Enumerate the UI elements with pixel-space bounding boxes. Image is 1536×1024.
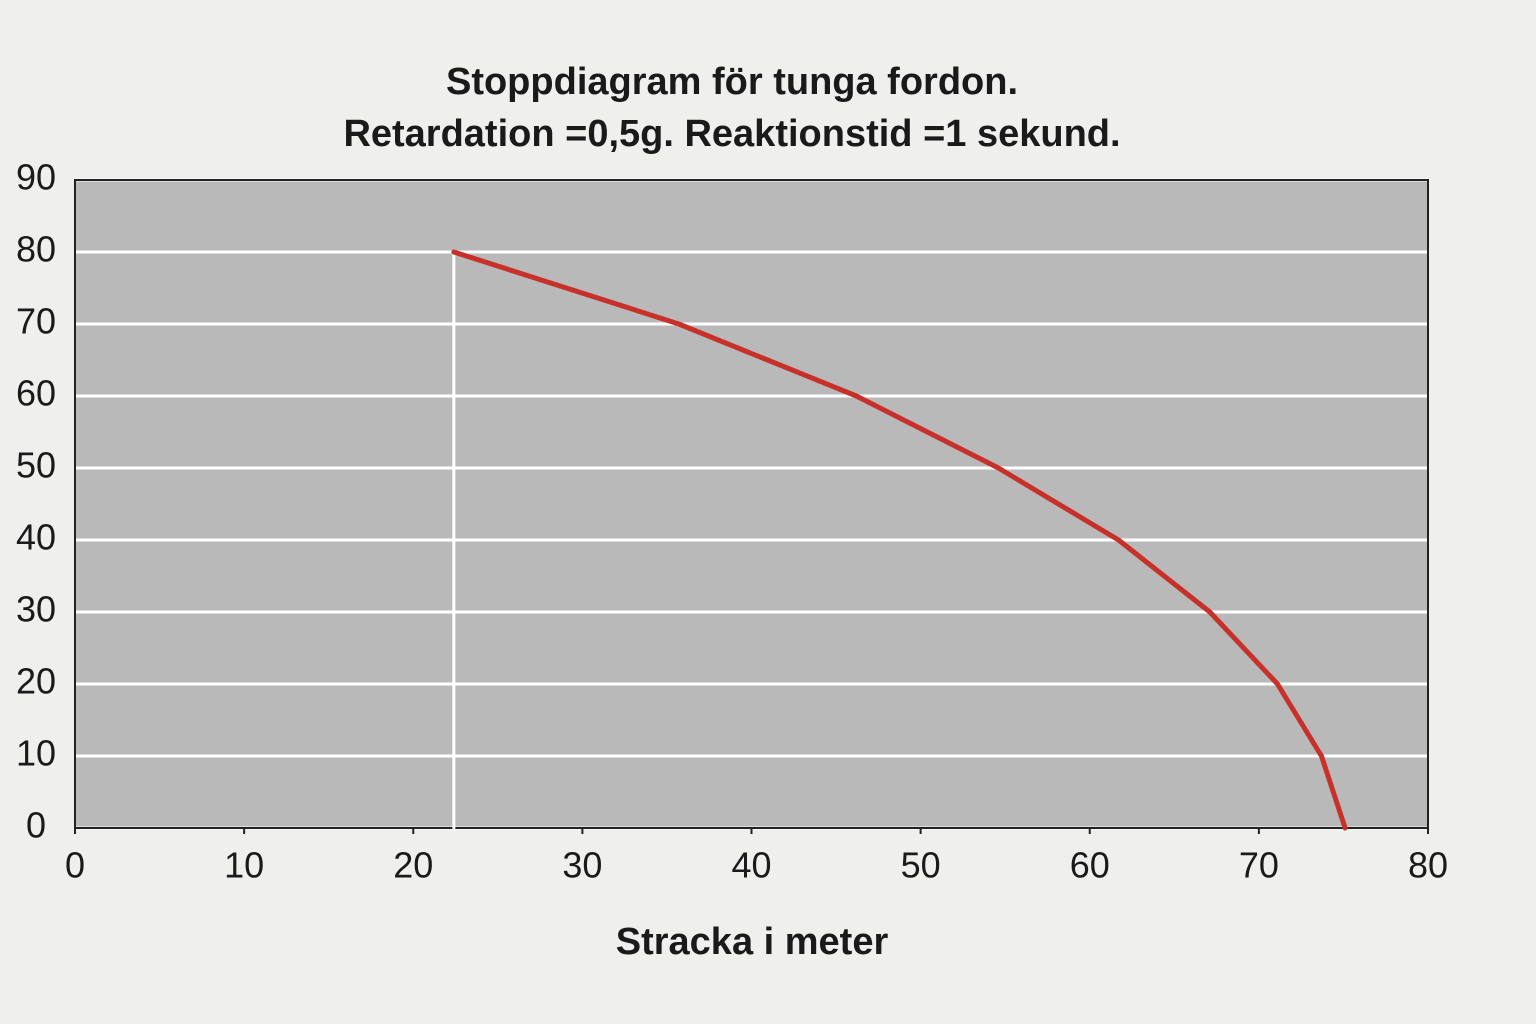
y-tick-label: 50 (16, 445, 56, 486)
x-axis-label: Stracka i meter (616, 921, 889, 963)
y-tick-label: 80 (16, 229, 56, 270)
x-tick-label: 70 (1239, 845, 1279, 886)
y-tick-label: 30 (16, 589, 56, 630)
y-tick-label: 70 (16, 301, 56, 342)
x-tick-label: 50 (901, 845, 941, 886)
y-tick-label: 60 (16, 373, 56, 414)
y-tick-label: 40 (16, 517, 56, 558)
x-tick-label: 0 (65, 845, 85, 886)
plot-border (74, 179, 1429, 829)
x-tick-label: 80 (1408, 845, 1448, 886)
chart-subtitle: Retardation =0,5g. Reaktionstid =1 sekun… (343, 113, 1120, 155)
chart-title: Stoppdiagram för tunga fordon. (446, 61, 1018, 103)
plot-area (75, 180, 1428, 828)
x-tick-label: 60 (1070, 845, 1110, 886)
x-tick-label: 10 (224, 845, 264, 886)
y-tick-label: 0 (26, 805, 46, 846)
x-tick-label: 40 (731, 845, 771, 886)
y-tick-label: 20 (16, 661, 56, 702)
data-line (451, 249, 1348, 831)
x-tick-label: 20 (393, 845, 433, 886)
y-tick-label: 10 (16, 733, 56, 774)
y-tick-label: 90 (16, 157, 56, 198)
x-tick-label: 30 (562, 845, 602, 886)
